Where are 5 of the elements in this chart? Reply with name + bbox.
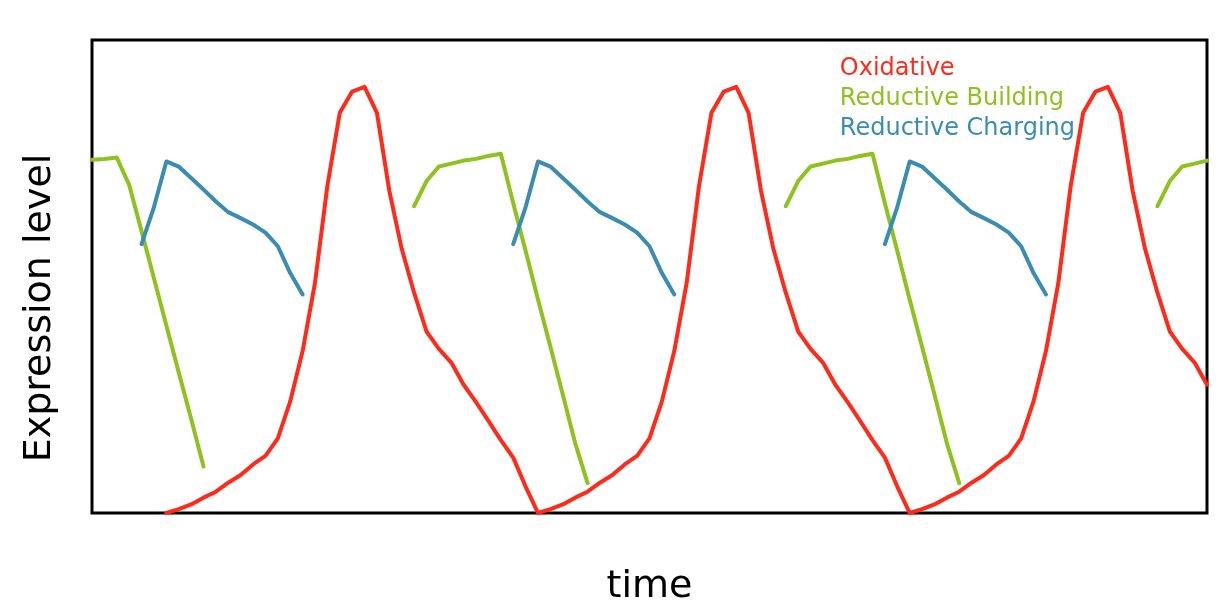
text: Reductive Building — [839, 83, 1064, 111]
text: Reductive Charging — [839, 113, 1076, 141]
x-axis-title: time — [606, 562, 693, 606]
y-axis-title: Expression level — [15, 153, 59, 463]
text: Oxidative — [839, 53, 955, 81]
